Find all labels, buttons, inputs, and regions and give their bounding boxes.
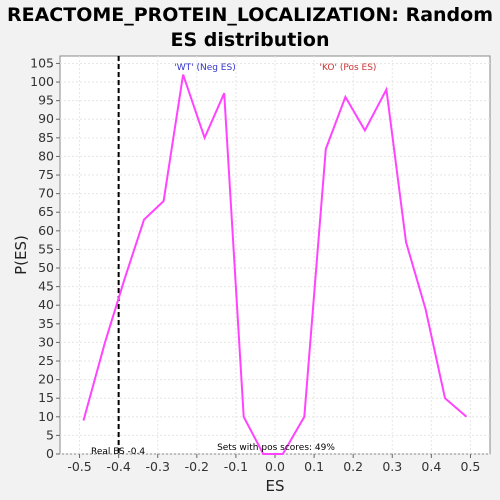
y-axis-ticks: 0 5 10 15 20 25 30 35 40 45 50 55 60 65 70 75 80 85 90 95 10… xyxy=(30,55,60,461)
x-tick-label: -0.1 xyxy=(224,459,248,474)
y-tick-label: 105 xyxy=(30,55,54,70)
x-tick-label: -0.4 xyxy=(106,459,130,474)
x-tick-label: 0.1 xyxy=(304,459,324,474)
chart-title-line1: REACTOME_PROTEIN_LOCALIZATION: Random xyxy=(7,4,493,26)
y-tick-label: 25 xyxy=(38,353,54,368)
y-axis-label: P(ES) xyxy=(12,235,30,275)
x-tick-label: -0.2 xyxy=(185,459,209,474)
x-tick-label: -0.3 xyxy=(146,459,170,474)
y-tick-label: 20 xyxy=(38,372,54,387)
y-tick-label: 10 xyxy=(38,409,54,424)
y-tick-label: 60 xyxy=(38,223,54,238)
plot-area xyxy=(59,55,491,455)
es-distribution-line xyxy=(82,74,468,455)
y-tick-label: 80 xyxy=(38,148,54,163)
sets-pos-scores-label: Sets with pos scores: 49% xyxy=(217,443,335,453)
real-es-label: Real ES -0.4 xyxy=(91,447,145,457)
x-tick-label: 0.3 xyxy=(382,459,402,474)
y-tick-label: 55 xyxy=(38,241,54,256)
y-tick-label: 75 xyxy=(38,167,54,182)
x-tick-label: 0.0 xyxy=(265,459,285,474)
y-tick-label: 0 xyxy=(46,446,54,461)
y-tick-label: 85 xyxy=(38,130,54,145)
x-axis-ticks: -0.5 -0.4 -0.3 -0.2 -0.1 0.0 0.1 0.2 0.3 0.4 0.5 xyxy=(67,454,480,474)
x-tick-label: -0.5 xyxy=(67,459,91,474)
y-tick-label: 15 xyxy=(38,390,54,405)
y-tick-label: 40 xyxy=(38,297,54,312)
y-tick-label: 90 xyxy=(38,111,54,126)
y-tick-label: 45 xyxy=(38,279,54,294)
y-tick-label: 65 xyxy=(38,204,54,219)
x-tick-label: 0.5 xyxy=(461,459,481,474)
y-tick-label: 35 xyxy=(38,316,54,331)
y-tick-label: 30 xyxy=(38,334,54,349)
y-tick-label: 5 xyxy=(46,427,54,442)
x-axis-label: ES xyxy=(266,477,285,495)
x-tick-label: 0.2 xyxy=(343,459,363,474)
y-tick-label: 95 xyxy=(38,93,54,108)
ko-pos-es-label: 'KO' (Pos ES) xyxy=(320,63,377,73)
y-tick-label: 70 xyxy=(38,186,54,201)
y-tick-label: 100 xyxy=(30,74,54,89)
wt-neg-es-label: 'WT' (Neg ES) xyxy=(174,63,235,73)
y-tick-label: 50 xyxy=(38,260,54,275)
chart-title-line2: ES distribution xyxy=(171,29,330,51)
x-tick-label: 0.4 xyxy=(421,459,441,474)
